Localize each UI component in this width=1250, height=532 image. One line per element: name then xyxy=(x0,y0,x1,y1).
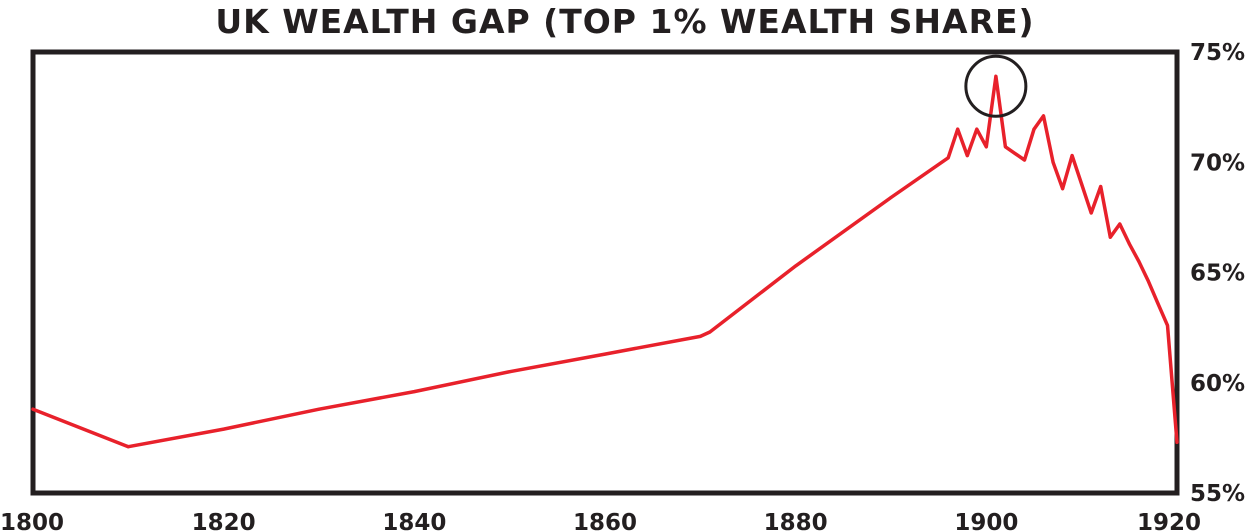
y-tick-label: 55% xyxy=(1190,481,1245,507)
data-point xyxy=(698,334,702,338)
data-point xyxy=(317,407,321,411)
x-tick-label: 1900 xyxy=(954,510,1018,532)
data-points xyxy=(31,74,1179,449)
data-point xyxy=(1023,158,1026,162)
data-point xyxy=(1003,145,1007,149)
data-point xyxy=(222,427,226,431)
data-point xyxy=(1146,279,1150,283)
wealth-share-line xyxy=(31,74,1179,449)
data-point xyxy=(984,145,988,149)
data-point xyxy=(1089,211,1093,215)
data-point xyxy=(1042,114,1045,118)
data-point xyxy=(1051,160,1055,164)
x-tick-label: 1820 xyxy=(192,510,256,532)
y-axis-tick-labels: 75% 70% 65% 60% 55% xyxy=(1190,40,1245,507)
data-point xyxy=(946,156,950,160)
data-point xyxy=(965,154,969,158)
data-point xyxy=(794,264,798,268)
data-point xyxy=(1099,185,1103,188)
data-point xyxy=(975,127,979,131)
x-tick-label: 1800 xyxy=(0,510,64,532)
data-point xyxy=(1080,182,1084,186)
data-point xyxy=(1137,260,1141,263)
data-point xyxy=(508,370,512,374)
data-point xyxy=(1108,235,1112,239)
data-point xyxy=(889,196,893,199)
data-point xyxy=(708,330,712,334)
x-tick-label: 1880 xyxy=(764,510,828,532)
data-point xyxy=(1070,154,1074,158)
chart-title: UK WEALTH GAP (TOP 1% WEALTH SHARE) xyxy=(215,2,1035,41)
x-tick-label: 1840 xyxy=(382,510,446,532)
data-point xyxy=(1175,440,1179,444)
y-tick-label: 60% xyxy=(1190,371,1245,397)
data-point xyxy=(1127,242,1131,246)
data-point xyxy=(994,74,998,78)
data-point xyxy=(1061,187,1065,191)
y-tick-label: 70% xyxy=(1190,150,1245,176)
data-point xyxy=(1013,151,1017,155)
plot-frame xyxy=(30,49,1180,496)
data-point xyxy=(603,352,607,356)
data-point xyxy=(126,445,130,449)
data-point xyxy=(1166,323,1169,327)
data-point xyxy=(956,127,960,131)
data-point xyxy=(31,407,35,411)
x-tick-label: 1860 xyxy=(573,510,637,532)
peak-annotation-circle xyxy=(964,54,1028,118)
y-tick-label: 65% xyxy=(1190,261,1245,287)
y-tick-label: 75% xyxy=(1190,40,1245,66)
data-point xyxy=(412,390,416,394)
data-point xyxy=(1118,222,1122,226)
x-tick-label: 1920 xyxy=(1137,510,1201,532)
data-point xyxy=(1156,301,1160,305)
data-point xyxy=(1032,127,1036,131)
x-axis-tick-labels: 1800 1820 1840 1860 1880 1900 1920 xyxy=(0,510,1201,532)
